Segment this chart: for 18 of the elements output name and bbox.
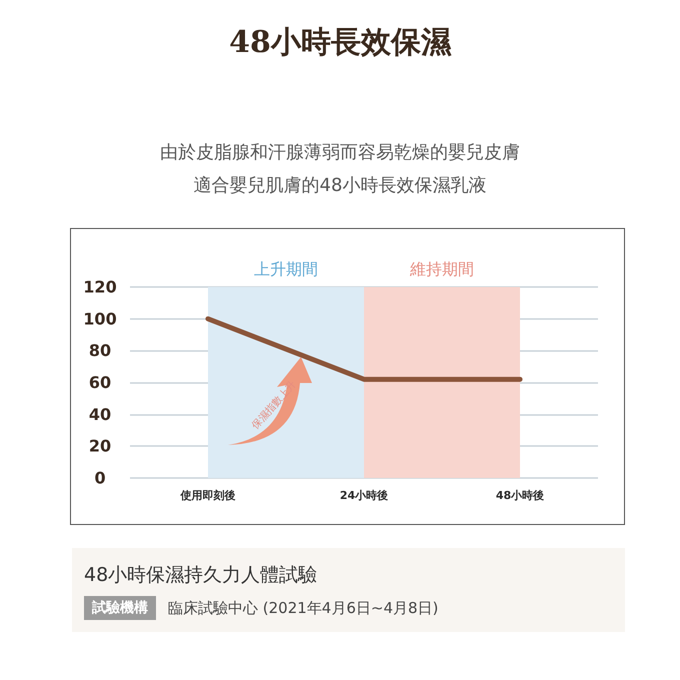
chart-title: 48小時長效保濕 <box>228 24 452 62</box>
band-label: 維持期間 <box>409 260 474 278</box>
y-tick-label: 20 <box>88 436 112 456</box>
x-tick-label: 使用即刻後 <box>180 489 236 502</box>
y-tick-label: 100 <box>83 309 117 328</box>
y-tick-label: 0 <box>94 468 106 488</box>
x-tick-label: 48小時後 <box>496 489 544 502</box>
text: 臨床試驗中心 (2021年4月6日~4月8日) <box>168 598 438 618</box>
text: 48小時保濕持久力人體試驗 <box>84 563 318 588</box>
y-tick-label: 120 <box>83 278 117 296</box>
y-tick-label: 60 <box>88 373 112 392</box>
annotation: 保濕指數上升 <box>249 378 300 432</box>
chart-subtitle: 由於皮脂腺和汗腺薄弱而容易乾燥的嬰兒皮膚適合嬰兒肌膚的48小時長效保濕乳液 <box>159 141 521 198</box>
x-tick-label: 24小時後 <box>340 489 388 502</box>
text: 試驗機構 <box>84 596 156 620</box>
y-tick-label: 40 <box>88 404 112 424</box>
y-tick-label: 80 <box>88 341 112 360</box>
band-label: 上升期間 <box>254 260 318 278</box>
